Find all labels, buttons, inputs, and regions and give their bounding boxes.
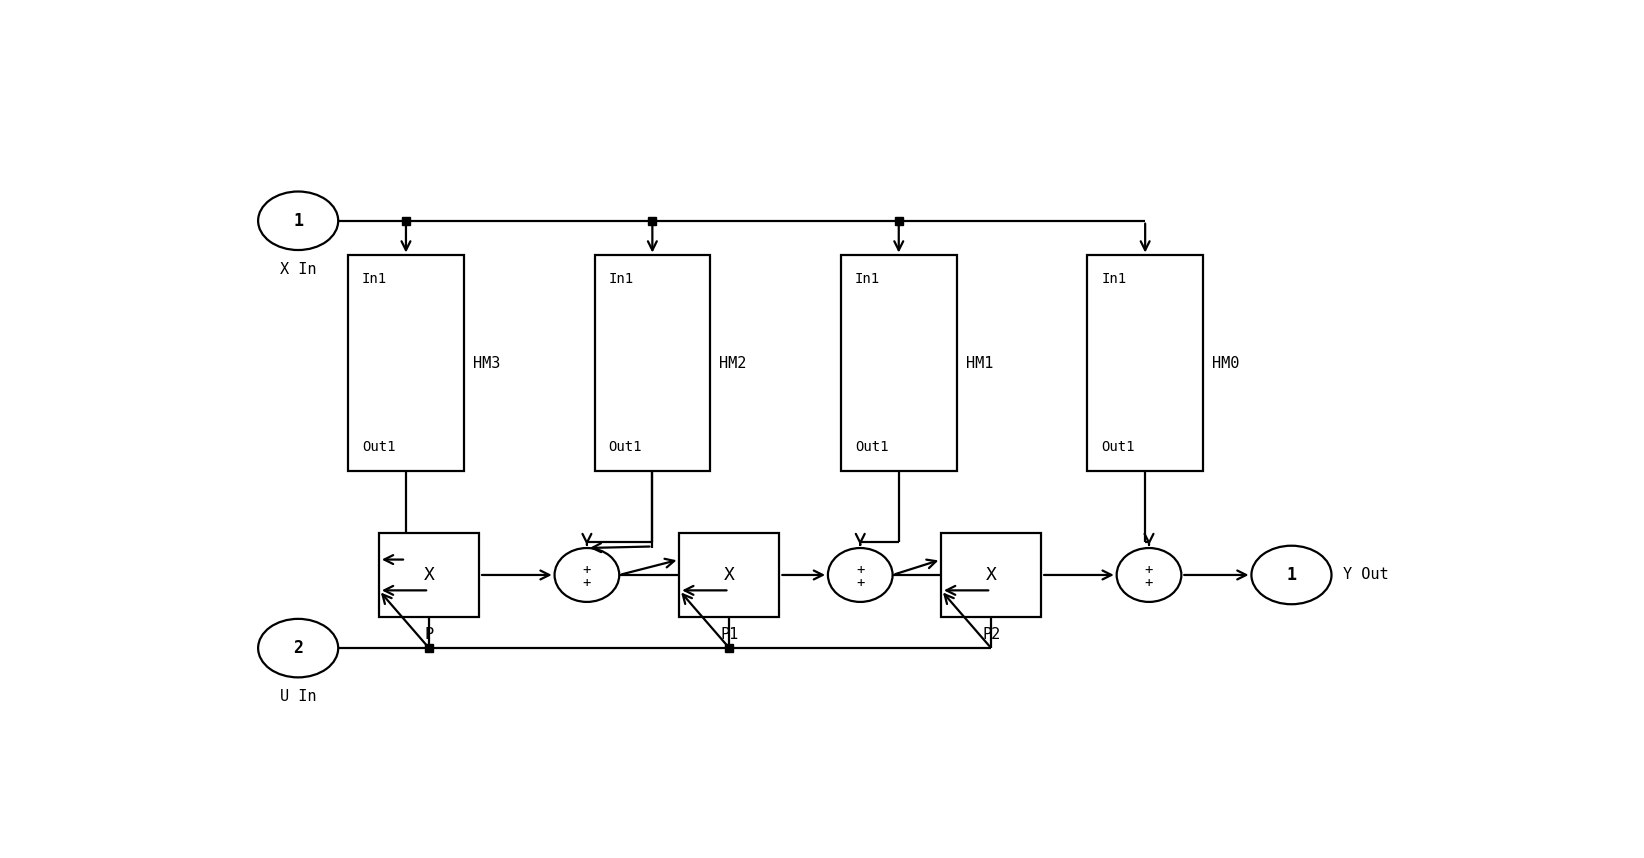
Text: +: + bbox=[582, 576, 592, 589]
Text: 1: 1 bbox=[293, 212, 302, 230]
Text: Out1: Out1 bbox=[608, 440, 641, 454]
Bar bbox=[380, 533, 478, 617]
Text: 2: 2 bbox=[293, 639, 302, 657]
Bar bbox=[1087, 256, 1203, 471]
Text: HM1: HM1 bbox=[965, 356, 993, 371]
Bar bbox=[940, 533, 1041, 617]
Text: +: + bbox=[1144, 564, 1152, 577]
Text: P: P bbox=[424, 626, 434, 642]
Ellipse shape bbox=[554, 548, 620, 602]
Ellipse shape bbox=[1116, 548, 1182, 602]
Text: X: X bbox=[424, 566, 434, 584]
Text: X: X bbox=[986, 566, 996, 584]
Text: In1: In1 bbox=[362, 272, 388, 287]
Bar bbox=[679, 533, 779, 617]
Text: +: + bbox=[857, 576, 865, 589]
Ellipse shape bbox=[1251, 546, 1332, 604]
Text: HM2: HM2 bbox=[720, 356, 746, 371]
Text: HM3: HM3 bbox=[473, 356, 500, 371]
Ellipse shape bbox=[258, 619, 339, 677]
Text: P2: P2 bbox=[981, 626, 1000, 642]
Text: Out1: Out1 bbox=[362, 440, 396, 454]
Ellipse shape bbox=[258, 191, 339, 250]
Text: +: + bbox=[582, 564, 592, 577]
Text: +: + bbox=[857, 564, 865, 577]
Text: +: + bbox=[1144, 576, 1152, 589]
Text: U In: U In bbox=[279, 689, 316, 704]
Text: In1: In1 bbox=[608, 272, 633, 287]
Text: Out1: Out1 bbox=[855, 440, 888, 454]
Bar bbox=[595, 256, 710, 471]
Text: Y Out: Y Out bbox=[1343, 567, 1389, 583]
Text: In1: In1 bbox=[1101, 272, 1126, 287]
Text: Out1: Out1 bbox=[1101, 440, 1134, 454]
Text: X In: X In bbox=[279, 262, 316, 276]
Bar bbox=[349, 256, 464, 471]
Text: 1: 1 bbox=[1287, 566, 1297, 584]
Text: In1: In1 bbox=[855, 272, 880, 287]
Text: P1: P1 bbox=[720, 626, 738, 642]
Text: X: X bbox=[723, 566, 735, 584]
Ellipse shape bbox=[829, 548, 893, 602]
Bar bbox=[842, 256, 957, 471]
Text: HM0: HM0 bbox=[1212, 356, 1240, 371]
